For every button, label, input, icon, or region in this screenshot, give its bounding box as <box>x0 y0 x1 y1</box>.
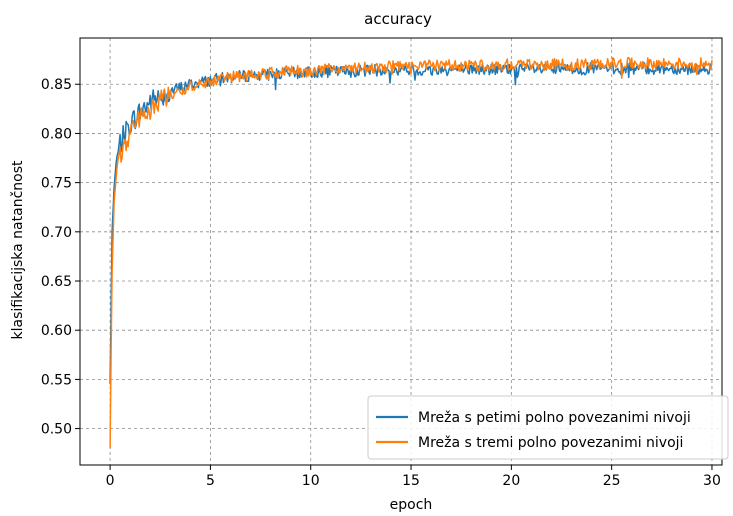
x-tick-label: 10 <box>302 473 320 489</box>
series-line-2 <box>109 56 713 449</box>
y-tick-label: 0.60 <box>41 323 72 339</box>
x-axis-label: epoch <box>390 497 433 512</box>
legend: Mreža s petimi polno povezanimi nivoji M… <box>367 395 729 460</box>
x-tick-label: 30 <box>703 473 721 489</box>
y-axis-label: klasifikacijska natančnost <box>10 160 26 340</box>
chart-title: accuracy <box>364 10 432 28</box>
axes: 0 5 10 15 20 25 30 0.50 0.55 0.60 0.65 0.70 0.75 0.80… <box>41 37 723 489</box>
legend-label-series-1: Mreža s petimi polno povezanimi nivoji <box>418 410 691 426</box>
y-tick-label: 0.55 <box>41 372 72 388</box>
series-lines <box>109 56 713 449</box>
legend-label-series-2: Mreža s tremi polno povezanimi nivoji <box>418 435 683 451</box>
y-tick-label: 0.65 <box>41 274 72 290</box>
x-tick-label: 0 <box>106 473 115 489</box>
y-tick-label: 0.85 <box>41 77 72 93</box>
y-tick-label: 0.50 <box>41 422 72 438</box>
x-tick-label: 15 <box>402 473 420 489</box>
plot-frame <box>79 37 723 466</box>
y-tick-label: 0.80 <box>41 126 72 142</box>
y-tick-label: 0.70 <box>41 225 72 241</box>
y-tick-label: 0.75 <box>41 176 72 192</box>
legend-box <box>367 395 729 460</box>
x-tick-label: 5 <box>206 473 215 489</box>
x-tick-label: 25 <box>603 473 621 489</box>
x-tick-label: 20 <box>502 473 520 489</box>
